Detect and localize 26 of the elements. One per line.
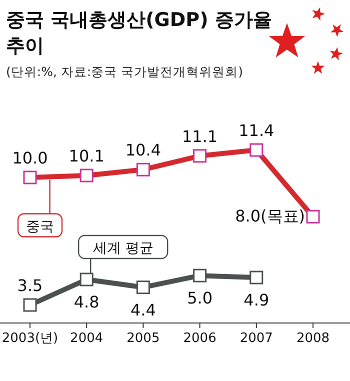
data-label: 5.0 bbox=[187, 288, 213, 308]
x-tick-label: 2004 bbox=[70, 331, 104, 346]
data-label: 10.4 bbox=[125, 140, 162, 160]
data-label: 4.8 bbox=[74, 292, 100, 312]
data-label: 10.0 bbox=[12, 148, 48, 168]
data-label: 10.1 bbox=[68, 146, 104, 166]
data-label: 4.9 bbox=[244, 290, 270, 310]
x-tick-label: 2007 bbox=[240, 331, 273, 346]
data-label: 8.0(목표) bbox=[235, 206, 305, 226]
point bbox=[193, 268, 207, 282]
point bbox=[250, 270, 264, 284]
text: 중국 bbox=[26, 218, 54, 235]
chart-subtitle: (단위:%, 자료:중국 국가발전개혁위원회) bbox=[6, 64, 243, 79]
point bbox=[23, 298, 37, 312]
x-tick-label: 2006 bbox=[183, 331, 216, 346]
data-label: 11.4 bbox=[238, 121, 274, 140]
data-label: 3.5 bbox=[17, 276, 43, 295]
x-tick-label: 2003(년) bbox=[2, 331, 58, 346]
series-label: 세계 평균 bbox=[92, 240, 154, 256]
point bbox=[80, 272, 94, 286]
point bbox=[136, 280, 150, 294]
data-label: 11.1 bbox=[182, 126, 218, 146]
x-tick-label: 2005 bbox=[126, 331, 160, 346]
chart-title: 중국 국내총생산(GDP) 증가율 추이 bbox=[6, 9, 272, 57]
data-label: 4.4 bbox=[130, 300, 156, 320]
x-tick-label: 2008 bbox=[296, 331, 330, 346]
